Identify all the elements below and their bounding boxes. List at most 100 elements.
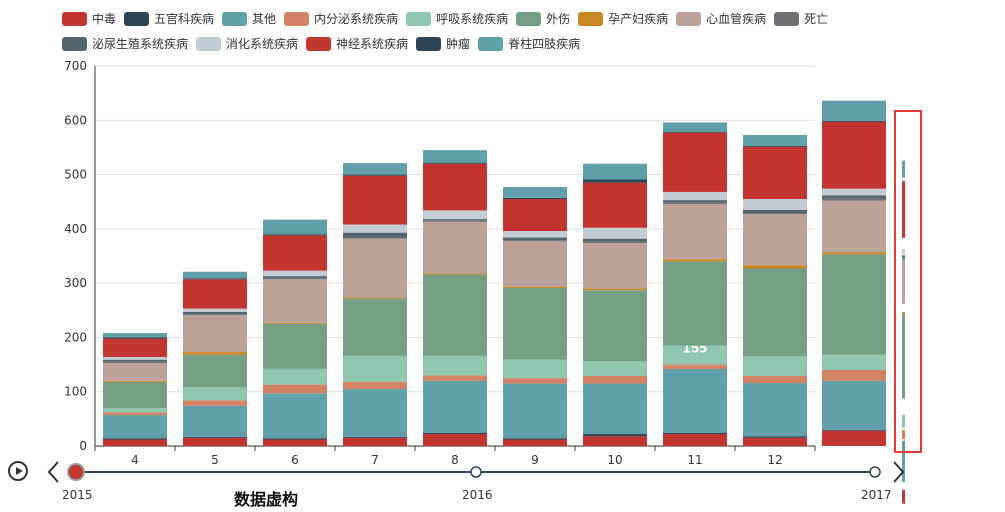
bar-segment bbox=[343, 297, 407, 299]
bar-segment bbox=[423, 274, 487, 356]
bar-segment bbox=[423, 273, 487, 275]
bar-segment bbox=[503, 438, 567, 440]
legend-item[interactable]: 死亡 bbox=[774, 10, 828, 27]
timeline-current-dot bbox=[67, 463, 85, 481]
legend-item[interactable]: 呼吸系统疾病 bbox=[406, 10, 508, 27]
legend-item[interactable]: 脊柱四肢疾病 bbox=[478, 35, 580, 52]
legend-item[interactable]: 其他 bbox=[222, 10, 276, 27]
bar-segment bbox=[663, 200, 727, 203]
legend-label: 死亡 bbox=[804, 12, 829, 26]
x-tick-label: 10 bbox=[607, 453, 622, 467]
bar-segment bbox=[183, 437, 247, 446]
play-button[interactable] bbox=[8, 461, 28, 481]
bar-segment bbox=[183, 405, 247, 437]
legend-item[interactable]: 孕产妇疾病 bbox=[578, 10, 668, 27]
bar-segment bbox=[343, 224, 407, 233]
legend-item[interactable]: 神经系统疾病 bbox=[306, 35, 408, 52]
legend-item[interactable]: 肿瘤 bbox=[416, 35, 470, 52]
strip-segment bbox=[902, 440, 905, 482]
legend-swatch bbox=[578, 11, 604, 26]
strip-segment bbox=[902, 180, 905, 182]
bar-segment bbox=[103, 438, 167, 440]
timeline-label-start: 2015 bbox=[62, 488, 93, 502]
bar-segment bbox=[343, 437, 407, 446]
partial-bar-segment bbox=[822, 198, 886, 201]
bar-segment bbox=[263, 278, 327, 280]
bar-segment bbox=[743, 214, 807, 266]
bar-segment bbox=[663, 345, 727, 365]
bar-segment bbox=[743, 213, 807, 215]
bar-segment bbox=[103, 381, 167, 408]
legend-label: 神经系统疾病 bbox=[336, 37, 409, 51]
strip-segment bbox=[902, 181, 905, 239]
legend-item[interactable]: 内分泌系统疾病 bbox=[284, 10, 398, 27]
bar-segment bbox=[663, 122, 727, 132]
legend-item[interactable]: 外伤 bbox=[516, 10, 570, 27]
highlight-box bbox=[894, 110, 922, 453]
x-tick-label: 9 bbox=[531, 453, 539, 467]
legend-item[interactable]: 中毒 bbox=[62, 10, 116, 27]
legend-item[interactable]: 泌尿生殖系统疾病 bbox=[62, 35, 188, 52]
bar-segment bbox=[503, 286, 567, 289]
x-tick-label: 4 bbox=[131, 453, 139, 467]
bar-segment bbox=[423, 221, 487, 274]
partial-bar-segment bbox=[822, 252, 886, 255]
x-tick-label: 12 bbox=[767, 453, 782, 467]
bar-segment bbox=[343, 436, 407, 438]
timeline-dot bbox=[470, 466, 482, 478]
bar-segment bbox=[583, 361, 647, 376]
next-arrow-icon[interactable] bbox=[890, 460, 906, 484]
prev-arrow-icon[interactable] bbox=[46, 460, 62, 484]
strip-segment bbox=[902, 258, 905, 261]
bar-segment bbox=[263, 234, 327, 236]
bar-segment bbox=[103, 362, 167, 381]
bar-segment bbox=[423, 355, 487, 376]
bar-segment bbox=[583, 227, 647, 239]
bar-segment bbox=[663, 203, 727, 260]
legend-label: 孕产妇疾病 bbox=[608, 12, 669, 26]
bar-segment bbox=[183, 315, 247, 353]
legend-swatch bbox=[416, 36, 442, 51]
legend-item[interactable]: 心血管疾病 bbox=[676, 10, 766, 27]
legend-swatch bbox=[406, 11, 432, 26]
bar-segment bbox=[343, 381, 407, 389]
bar-segment bbox=[183, 311, 247, 315]
timeline-label-middle: 2016 bbox=[462, 488, 493, 502]
legend-swatch bbox=[124, 11, 150, 26]
x-tick-label: 8 bbox=[451, 453, 459, 467]
strip-segment bbox=[902, 255, 905, 258]
bar-segment bbox=[423, 220, 487, 222]
bar-segment bbox=[583, 288, 647, 291]
partial-bar-segment bbox=[822, 370, 886, 381]
bar-segment bbox=[343, 389, 407, 437]
y-tick-label: 700 bbox=[64, 59, 87, 73]
legend-item[interactable]: 消化系统疾病 bbox=[196, 35, 298, 52]
partial-bar-segment bbox=[822, 200, 886, 253]
partial-bar-segment bbox=[822, 121, 886, 189]
legend-swatch bbox=[196, 36, 222, 51]
legend-swatch bbox=[478, 36, 504, 51]
timeline-dot bbox=[869, 466, 881, 478]
bar-segment bbox=[583, 238, 647, 242]
bar-segment bbox=[503, 197, 567, 199]
bar-segment bbox=[423, 162, 487, 164]
bar-segment bbox=[583, 434, 647, 437]
bar-segment bbox=[183, 352, 247, 355]
bar-segment bbox=[343, 237, 407, 239]
bar-segment bbox=[583, 241, 647, 243]
bar-segment bbox=[183, 436, 247, 438]
legend-swatch bbox=[62, 36, 87, 51]
bar-segment bbox=[743, 437, 807, 446]
bar-segment bbox=[743, 375, 807, 384]
strip-segment bbox=[902, 489, 905, 491]
legend-swatch bbox=[516, 11, 542, 26]
bar-segment bbox=[263, 384, 327, 394]
legend-item[interactable]: 五官科疾病 bbox=[124, 10, 214, 27]
strip-segment bbox=[902, 260, 905, 304]
strip-segment bbox=[902, 490, 905, 504]
legend-label: 内分泌系统疾病 bbox=[314, 12, 399, 26]
partial-bar-segment bbox=[822, 100, 886, 121]
legend-swatch bbox=[284, 11, 310, 26]
bar-segment bbox=[663, 202, 727, 204]
